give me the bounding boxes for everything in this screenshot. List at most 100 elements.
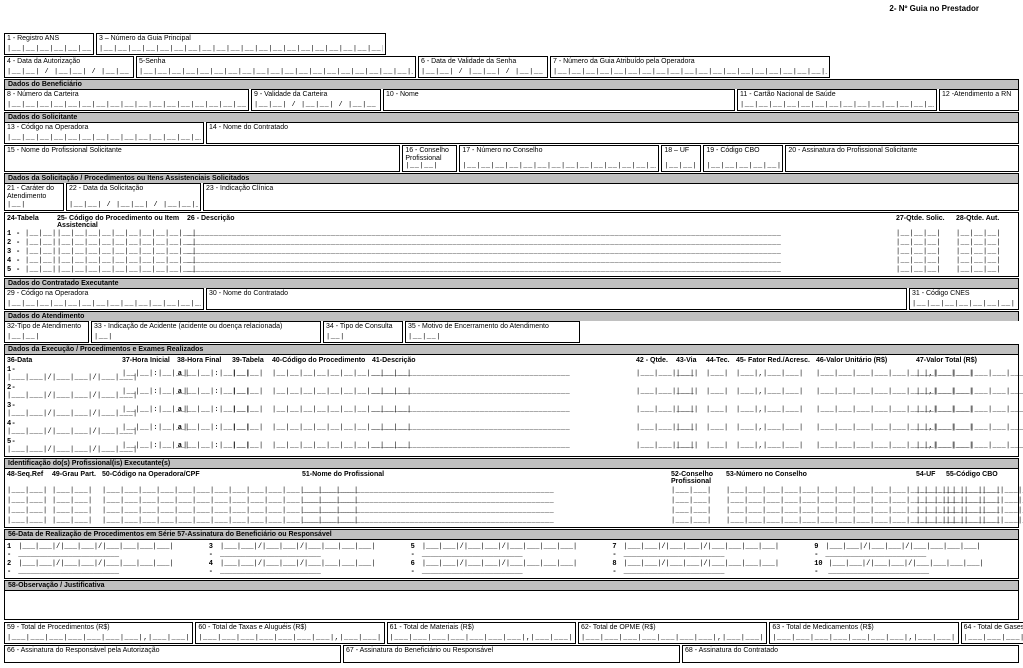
field-total-opme[interactable]: 62- Total de OPME (R$) |___|___|___|___|…	[578, 622, 767, 644]
label: 31 - Código CNES	[912, 290, 1016, 298]
field-numero-carteira[interactable]: 8 - Número da Carteira |__|__|__|__|__|_…	[4, 89, 249, 111]
exec-row[interactable]: 4-|___|___|/|___|___|/|___|___||__|__|:|…	[7, 420, 1016, 436]
mask: |___|___|___|___|___|___|___|,|___|___|	[198, 634, 381, 642]
prof-row[interactable]: |___|___||___|___||___|___|___|___|___|_…	[7, 507, 1016, 515]
col-nome-prof: 51-Nome do Profissional	[302, 471, 671, 485]
proc-solic-row[interactable]: 2 - |__|__||__|__|__|__|__|__|__|__|__|_…	[7, 239, 1016, 247]
mask: |___|___|___|___|___|___|___|,|___|___|	[390, 634, 573, 642]
label: 19 - Código CBO	[706, 147, 780, 155]
label: 14 - Nome do Contratado	[209, 124, 1016, 132]
field-uf[interactable]: 18 – UF |__|__|	[661, 145, 701, 172]
field-assinatura-contratado[interactable]: 68 - Assinatura do Contratado	[682, 645, 1019, 663]
field-conselho[interactable]: 16 - Conselho Profissional |__|__|	[402, 145, 457, 172]
col-codigo-proc: 25- Código do Procedimento ou Item Assis…	[57, 215, 187, 229]
field-registro-ans[interactable]: 1 - Registro ANS |__|__|__|__|__|__|	[4, 33, 94, 55]
field-guia-principal[interactable]: 3 – Número da Guia Principal |__|__|__|_…	[96, 33, 386, 55]
field-data-solicitacao[interactable]: 22 - Data da Solicitação |__|__| / |__|_…	[66, 183, 201, 210]
field-nome-beneficiario[interactable]: 10 - Nome	[383, 89, 735, 111]
field-indicacao-clinica[interactable]: 23 - Indicação Clínica	[203, 183, 1019, 210]
col-hora-fim: 38-Hora Final	[177, 357, 232, 364]
mask: |__|	[7, 201, 61, 209]
section-profissionais: Identificação do(s) Profissional(is) Exe…	[4, 458, 1019, 468]
exec-row[interactable]: 2-|___|___|/|___|___|/|___|___||__|__|:|…	[7, 384, 1016, 400]
col-tec: 44-Tec.	[706, 357, 736, 364]
label: 5-Senha	[139, 58, 413, 66]
field-validade-senha[interactable]: 6 - Data de Validade da Senha |__|__| / …	[418, 56, 548, 78]
serie-table: 1 - |___|___|/|___|___|/|___|___|___|___…	[4, 539, 1019, 579]
field-nome-profissional-sol[interactable]: 15 - Nome do Profissional Solicitante	[4, 145, 400, 172]
label: 16 - Conselho Profissional	[405, 147, 454, 162]
mask: |__|__|__|__|__|__|__|__|__|__|__|__|__|…	[7, 101, 246, 109]
mask: |___|___|___|___|___|___|___|,|___|___|	[581, 634, 764, 642]
field-cbo[interactable]: 19 - Código CBO |__|__|__|__|__|__|	[703, 145, 783, 172]
col-tabela: 39-Tabela	[232, 357, 272, 364]
label: 1 - Registro ANS	[7, 35, 91, 43]
field-assinatura-sol[interactable]: 20 - Assinatura do Profissional Solicita…	[785, 145, 1019, 172]
field-total-materiais[interactable]: 61 - Total de Materiais (R$) |___|___|__…	[387, 622, 576, 644]
field-assinatura-beneficiario[interactable]: 67 - Assinatura do Beneficiário ou Respo…	[343, 645, 680, 663]
prof-row[interactable]: |___|___||___|___||___|___|___|___|___|_…	[7, 497, 1016, 505]
mask: |___|___|___|___|___|___|___|,|___|___|	[772, 634, 955, 642]
prof-row[interactable]: |___|___||___|___||___|___|___|___|___|_…	[7, 517, 1016, 525]
serie-row[interactable]: 2 - |___|___|/|___|___|/|___|___|___|___…	[7, 560, 1016, 576]
field-carater[interactable]: 21 - Caráter do Atendimento |__|	[4, 183, 64, 210]
field-numero-conselho[interactable]: 17 - Número no Conselho |__|__|__|__|__|…	[459, 145, 659, 172]
field-cns[interactable]: 11 - Cartão Nacional de Saúde |__|__|__|…	[737, 89, 937, 111]
col-via: 43-Via	[676, 357, 706, 364]
col-conselho: 52-Conselho Profissional	[671, 471, 726, 485]
col-seq: 48-Seq.Ref	[7, 471, 52, 485]
field-codigo-operadora-exec[interactable]: 29 - Código na Operadora |__|__|__|__|__…	[4, 288, 204, 310]
field-guia-operadora[interactable]: 7 - Número da Guia Atribuído pela Operad…	[550, 56, 830, 78]
field-motivo-encerramento[interactable]: 35 - Motivo de Encerramento do Atendimen…	[405, 321, 580, 343]
field-atendimento-rn[interactable]: 12 -Atendimento a RN	[939, 89, 1019, 111]
col-descricao: 26 - Descrição	[187, 215, 896, 229]
prof-row[interactable]: |___|___||___|___||___|___|___|___|___|_…	[7, 487, 1016, 495]
field-total-proc[interactable]: 59 - Total de Procedimentos (R$) |___|__…	[4, 622, 193, 644]
mask: |__|__|__|__|__|__|__|__|__|__|__|__|__|…	[139, 68, 413, 76]
field-nome-contratado-sol[interactable]: 14 - Nome do Contratado	[206, 122, 1019, 144]
field-codigo-operadora-sol[interactable]: 13 - Código na Operadora |__|__|__|__|__…	[4, 122, 204, 144]
field-assinatura-resp-aut[interactable]: 66 - Assinatura do Responsável pela Auto…	[4, 645, 341, 663]
mask: |__|__|__|__|__|__|__|__|__|__|__|__|__|…	[740, 101, 934, 109]
field-nome-contratado-exec[interactable]: 30 - Nome do Contratado	[206, 288, 907, 310]
label: 11 - Cartão Nacional de Saúde	[740, 91, 934, 99]
proc-solic-row[interactable]: 1 - |__|__||__|__|__|__|__|__|__|__|__|_…	[7, 230, 1016, 238]
field-tipo-atendimento[interactable]: 32-Tipo de Atendimento |__|__|	[4, 321, 89, 343]
prof-table: 48-Seq.Ref 49-Grau Part. 50-Código na Op…	[4, 468, 1019, 528]
mask: |__|__| / |__|__| / |__|__|__|__|	[421, 68, 545, 76]
field-senha[interactable]: 5-Senha |__|__|__|__|__|__|__|__|__|__|_…	[136, 56, 416, 78]
field-validade-carteira[interactable]: 9 - Validade da Carteira |__|__| / |__|_…	[251, 89, 381, 111]
exec-row[interactable]: 5-|___|___|/|___|___|/|___|___||__|__|:|…	[7, 438, 1016, 454]
field-total-taxas[interactable]: 60 - Total de Taxas e Aluguéis (R$) |___…	[195, 622, 384, 644]
col-val-tot: 47-Valor Total (R$)	[916, 357, 1016, 364]
field-total-medicamentos[interactable]: 63 - Total de Medicamentos (R$) |___|___…	[769, 622, 958, 644]
proc-solic-row[interactable]: 5 - |__|__||__|__|__|__|__|__|__|__|__|_…	[7, 266, 1016, 274]
field-data-autorizacao[interactable]: 4 - Data da Autorização |__|__| / |__|__…	[4, 56, 134, 78]
field-tipo-consulta[interactable]: 34 - Tipo de Consulta |__|	[323, 321, 403, 343]
mask: |__|__|	[7, 333, 86, 341]
field-total-gases[interactable]: 64 - Total de Gases Medicinais (R$) |___…	[961, 622, 1023, 644]
label: 33 - Indicação de Acidente (acidente ou …	[94, 323, 318, 331]
field-indicacao-acidente[interactable]: 33 - Indicação de Acidente (acidente ou …	[91, 321, 321, 343]
exec-row[interactable]: 3-|___|___|/|___|___|/|___|___||__|__|:|…	[7, 402, 1016, 418]
mask: |__|__| / |__|__| / |__|__|__|__|	[69, 201, 198, 209]
label: 10 - Nome	[386, 91, 732, 99]
proc-solic-row[interactable]: 3 - |__|__||__|__|__|__|__|__|__|__|__|_…	[7, 248, 1016, 256]
field-cnes[interactable]: 31 - Código CNES |__|__|__|__|__|__|__|	[909, 288, 1019, 310]
col-cod-op-cpf: 50-Código na Operadora/CPF	[102, 471, 302, 485]
mask: |__|	[94, 333, 318, 341]
proc-solic-row[interactable]: 4 - |__|__||__|__|__|__|__|__|__|__|__|_…	[7, 257, 1016, 265]
label: 7 - Número da Guia Atribuído pela Operad…	[553, 58, 827, 66]
mask: |___|___|___|___|___|___|___|,|___|___|	[964, 634, 1023, 642]
label: 4 - Data da Autorização	[7, 58, 131, 66]
section-beneficiario: Dados do Beneficiário	[4, 79, 1019, 89]
label: 23 - Indicação Clínica	[206, 185, 1016, 193]
mask: |__|__|__|__|__|__|	[7, 45, 91, 53]
label: 8 - Número da Carteira	[7, 91, 246, 99]
field-observacao[interactable]	[4, 590, 1019, 620]
section-atendimento: Dados do Atendimento	[4, 311, 1019, 321]
serie-row[interactable]: 1 - |___|___|/|___|___|/|___|___|___|___…	[7, 543, 1016, 559]
section-solicitante: Dados do Solicitante	[4, 112, 1019, 122]
exec-row[interactable]: 1-|___|___|/|___|___|/|___|___||__|__|:|…	[7, 366, 1016, 382]
label: 35 - Motivo de Encerramento do Atendimen…	[408, 323, 577, 331]
